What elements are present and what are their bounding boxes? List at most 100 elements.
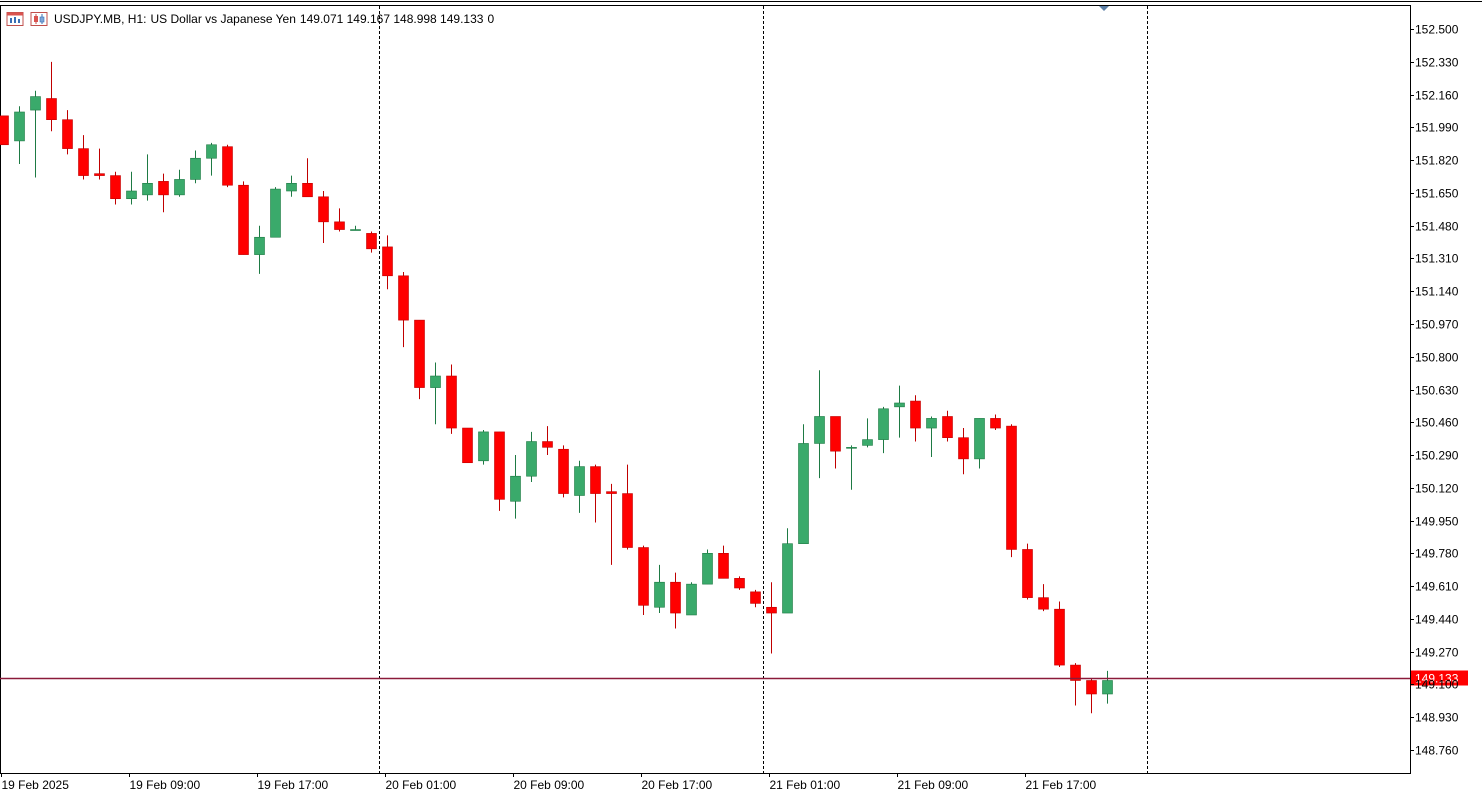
chart-window-icon[interactable]: [6, 11, 24, 27]
chart-header: USDJPY.MB, H1: US Dollar vs Japanese Yen…: [6, 10, 494, 28]
candle-body-7: [110, 175, 121, 200]
price-tick-label-8: 151.140: [1415, 285, 1459, 299]
candle-body-39: [622, 493, 633, 548]
candle-body-67: [1070, 664, 1081, 681]
candle-body-17: [270, 188, 281, 238]
candle-body-1: [14, 111, 25, 142]
candle-body-40: [638, 547, 649, 606]
price-tick-label-4: 151.820: [1415, 154, 1459, 168]
candle-body-3: [46, 98, 57, 121]
price-tick-label-21: 148.930: [1415, 711, 1459, 725]
candle-body-55: [878, 408, 889, 440]
candle-body-57: [910, 400, 921, 429]
price-tick-label-10: 150.800: [1415, 351, 1459, 365]
candle-body-54: [862, 439, 873, 446]
time-tick-label-6: 21 Feb 01:00: [770, 778, 841, 792]
candle-body-16: [254, 236, 265, 255]
price-axis[interactable]: 152.500 152.330 152.160 151.990 151.820 151.6…: [1410, 23, 1459, 758]
candle-body-31: [494, 431, 505, 500]
candle-body-34: [542, 441, 553, 448]
price-tick-label-7: 151.310: [1415, 252, 1459, 266]
candle-body-0: [0, 115, 9, 146]
price-tick-label-9: 150.970: [1415, 318, 1459, 332]
price-tick-label-2: 152.160: [1415, 89, 1459, 103]
candle-body-22: [350, 229, 361, 231]
candle-body-21: [334, 221, 345, 230]
candle-body-14: [222, 146, 233, 186]
candle-body-36: [574, 466, 585, 496]
price-tick-label-0: 152.500: [1415, 23, 1459, 37]
candle-body-46: [734, 578, 745, 589]
time-tick-label-2: 19 Feb 17:00: [258, 778, 329, 792]
ohlc-values: 149.071 149.167 148.998 149.133: [299, 12, 484, 26]
volume-value: 0: [487, 12, 495, 26]
price-tick-label-14: 150.120: [1415, 482, 1459, 496]
candle-body-64: [1022, 549, 1033, 598]
candle-body-20: [318, 196, 329, 223]
price-tick-label-5: 151.650: [1415, 187, 1459, 201]
shift-marker-icon[interactable]: [1099, 6, 1109, 11]
plot-frame: [0, 5, 1411, 774]
candle-body-35: [558, 448, 569, 494]
price-tick-label-20: 149.100: [1415, 678, 1459, 692]
candle-body-25: [398, 275, 409, 321]
candle-body-42: [670, 581, 681, 614]
candle-body-38: [606, 491, 617, 494]
candle-body-12: [190, 157, 201, 180]
time-tick-label-7: 21 Feb 09:00: [898, 778, 969, 792]
candle-body-68: [1086, 680, 1097, 695]
candle-body-8: [126, 190, 137, 200]
candle-body-62: [990, 418, 1001, 429]
candle-body-52: [830, 416, 841, 452]
candle-body-19: [302, 182, 313, 198]
current-price-label: 149.133: [1415, 672, 1459, 686]
price-tick-label-18: 149.440: [1415, 613, 1459, 627]
candlestick-chart-icon[interactable]: [30, 11, 48, 27]
candle-body-66: [1054, 608, 1065, 666]
symbol-label: USDJPY.MB, H1:: [54, 12, 147, 26]
candle-body-29: [462, 427, 473, 464]
candle-body-59: [942, 416, 953, 438]
candle-body-47: [750, 591, 761, 604]
candle-body-48: [766, 606, 777, 614]
time-axis[interactable]: 19 Feb 2025 19 Feb 09:00 19 Feb 17:00 20 Fe…: [1, 773, 1097, 792]
candle-body-13: [206, 144, 217, 159]
time-tick-label-0: 19 Feb 2025: [2, 778, 70, 792]
candle-body-26: [414, 319, 425, 388]
day-separators: [379, 6, 1148, 773]
candle-body-11: [174, 179, 185, 196]
price-tick-label-13: 150.290: [1415, 449, 1459, 463]
candle-body-6: [94, 173, 105, 176]
time-tick-label-4: 20 Feb 09:00: [514, 778, 585, 792]
candles: [0, 61, 1113, 714]
price-tick-label-22: 148.760: [1415, 744, 1459, 758]
candle-body-65: [1038, 597, 1049, 610]
candle-body-53: [846, 447, 857, 449]
price-tick-label-6: 151.480: [1415, 220, 1459, 234]
candle-body-44: [702, 553, 713, 585]
price-tick-label-11: 150.630: [1415, 384, 1459, 398]
candle-body-60: [958, 437, 969, 460]
current-price-label-bg: [1411, 670, 1468, 686]
time-tick-label-5: 20 Feb 17:00: [642, 778, 713, 792]
price-tick-label-16: 149.780: [1415, 547, 1459, 561]
candle-body-27: [430, 375, 441, 388]
candle-body-69: [1102, 680, 1113, 695]
candle-body-58: [926, 418, 937, 429]
candle-body-24: [382, 246, 393, 277]
candle-body-4: [62, 119, 73, 149]
price-tick-label-3: 151.990: [1415, 121, 1459, 135]
candle-body-9: [142, 182, 153, 196]
time-tick-label-8: 21 Feb 17:00: [1026, 778, 1097, 792]
candle-body-18: [286, 182, 297, 192]
candle-body-41: [654, 581, 665, 608]
candle-body-5: [78, 148, 89, 176]
candle-body-2: [30, 96, 41, 111]
price-tick-label-19: 149.270: [1415, 646, 1459, 660]
current-price-line: 149.133: [0, 670, 1468, 686]
candle-body-63: [1006, 425, 1017, 550]
candle-body-51: [814, 416, 825, 444]
